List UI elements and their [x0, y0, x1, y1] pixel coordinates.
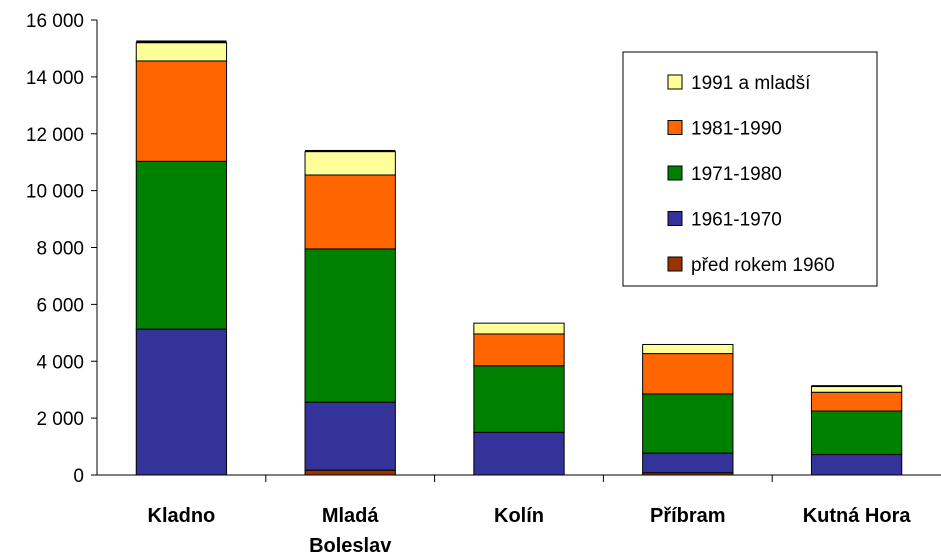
legend-label: 1991 a mladší	[691, 73, 811, 94]
x-axis: Kladno Mladá Boleslav Kolín Příbram Kutná Hor…	[97, 474, 941, 555]
bar-segment	[811, 385, 902, 387]
bar-segment	[642, 343, 734, 355]
y-tick-label: 8 000	[36, 239, 84, 260]
legend: 1991 a mladší 1981-1990 1971-1980 1961-1970…	[622, 51, 878, 287]
bar-segment	[473, 333, 565, 367]
y-tick-label: 14 000	[26, 68, 84, 89]
y-axis: 0 2 000 4 000 6 000 8 000 10 000 12 000 14 000 1…	[26, 11, 98, 487]
bar-segment	[642, 353, 734, 395]
y-tick-label: 4 000	[36, 352, 84, 373]
x-category-label: Příbram	[650, 505, 726, 527]
y-tick-label: 12 000	[26, 125, 84, 146]
legend-swatch	[667, 256, 683, 272]
legend-label: 1971-1980	[691, 164, 782, 185]
legend-box	[622, 51, 878, 287]
legend-label: před rokem 1960	[691, 255, 835, 276]
bar-segment	[304, 174, 396, 250]
x-category-label: Boleslav	[309, 535, 392, 555]
bar-segment	[473, 322, 565, 335]
y-tick-label: 2 000	[36, 409, 84, 430]
bar-segment	[473, 431, 565, 476]
legend-swatch	[667, 120, 683, 135]
legend-swatch	[667, 74, 683, 90]
y-tick-label: 6 000	[36, 295, 84, 316]
y-tick-label: 16 000	[26, 11, 84, 32]
legend-label: 1961-1970	[691, 210, 782, 231]
bar-segment	[642, 452, 734, 474]
bars	[135, 40, 903, 476]
bar-segment	[642, 393, 734, 454]
legend-swatch	[667, 165, 683, 181]
x-category-label: Kolín	[494, 505, 544, 527]
bar-segment	[135, 60, 228, 162]
y-tick-label: 0	[73, 466, 84, 487]
bar-segment	[304, 401, 396, 471]
bar-segment	[473, 365, 565, 433]
x-category-label: Kutná Hora	[803, 505, 912, 527]
legend-swatch	[667, 211, 683, 226]
y-tick-label: 10 000	[26, 182, 84, 203]
bar-segment	[810, 454, 903, 476]
bar-segment	[304, 469, 396, 476]
bar-segment	[135, 160, 228, 330]
bar-segment	[135, 42, 228, 62]
bar-segment	[810, 410, 903, 456]
bar-segment	[136, 40, 227, 43]
legend-label: 1981-1990	[691, 119, 782, 140]
bar-segment	[305, 149, 396, 152]
bar-segment	[135, 328, 228, 476]
bar-segment	[304, 248, 396, 403]
bar-segment	[810, 386, 903, 393]
x-category-label: Mladá	[322, 505, 380, 527]
bar-segment	[810, 391, 903, 412]
bar-segment	[304, 151, 396, 176]
x-category-label: Kladno	[148, 505, 216, 527]
